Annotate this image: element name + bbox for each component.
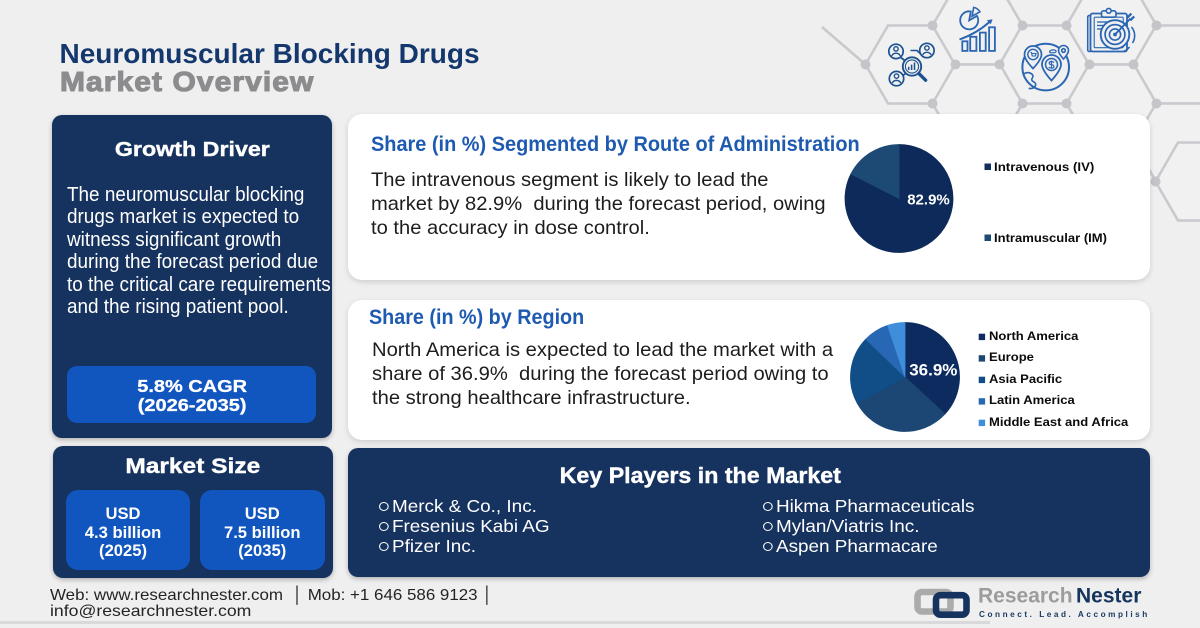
svg-text:36.9%: 36.9% (909, 360, 957, 379)
svg-text:Nester: Nester (1076, 585, 1141, 608)
svg-text:Research: Research (978, 585, 1073, 608)
svg-text:82.9%: 82.9% (907, 191, 950, 208)
svg-text:Connect. Lead. Accomplish: Connect. Lead. Accomplish (979, 610, 1150, 619)
